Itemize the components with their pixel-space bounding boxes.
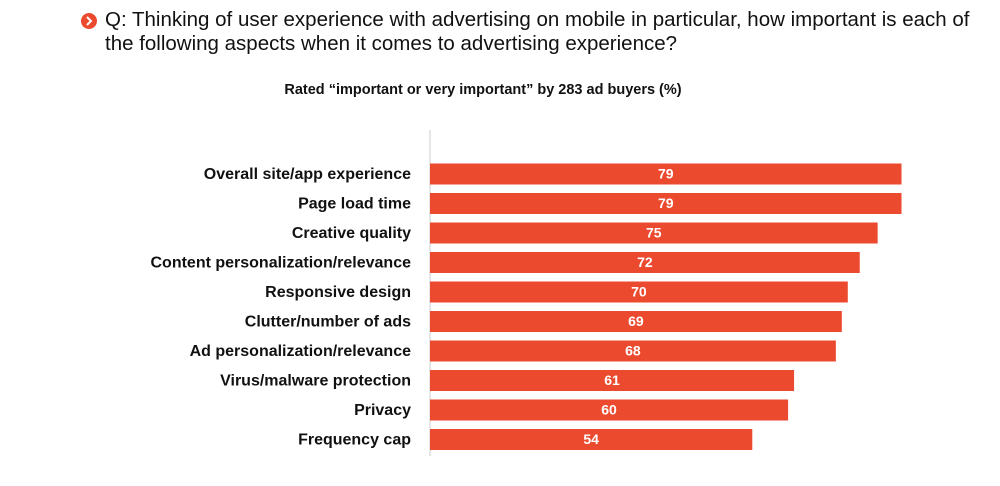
value-label: 79 [658, 195, 674, 211]
bullet-arrow [86, 16, 93, 26]
category-label: Ad personalization/relevance [190, 343, 412, 360]
bar [430, 429, 753, 450]
bar [430, 193, 902, 214]
chart-subtitle: Rated “important or very important” by 2… [284, 82, 681, 98]
bar [430, 163, 902, 185]
bar [430, 311, 842, 332]
category-label: Frequency cap [298, 432, 411, 449]
value-label: 68 [625, 343, 641, 359]
value-label: 79 [658, 166, 674, 182]
value-label: 72 [637, 254, 653, 270]
value-label: 75 [646, 225, 662, 241]
bar [430, 370, 795, 391]
value-label: 70 [631, 284, 647, 300]
category-label: Privacy [354, 402, 411, 419]
category-label: Creative quality [292, 225, 411, 242]
category-label: Responsive design [265, 284, 411, 301]
bar [430, 399, 789, 421]
bar [430, 340, 836, 362]
category-label: Virus/malware protection [220, 373, 411, 390]
bullet-icon [81, 13, 97, 29]
category-label: Clutter/number of ads [245, 314, 411, 331]
bar [430, 281, 848, 303]
bar [430, 222, 878, 244]
value-label: 60 [601, 402, 617, 418]
value-label: 61 [604, 372, 620, 388]
category-label: Content personalization/relevance [150, 255, 411, 272]
category-label: Page load time [298, 196, 411, 213]
value-label: 69 [628, 313, 644, 329]
category-label: Overall site/app experience [204, 166, 411, 183]
bar [430, 252, 860, 273]
chart-title: Q: Thinking of user experience with adve… [105, 8, 970, 55]
value-label: 54 [583, 431, 599, 447]
